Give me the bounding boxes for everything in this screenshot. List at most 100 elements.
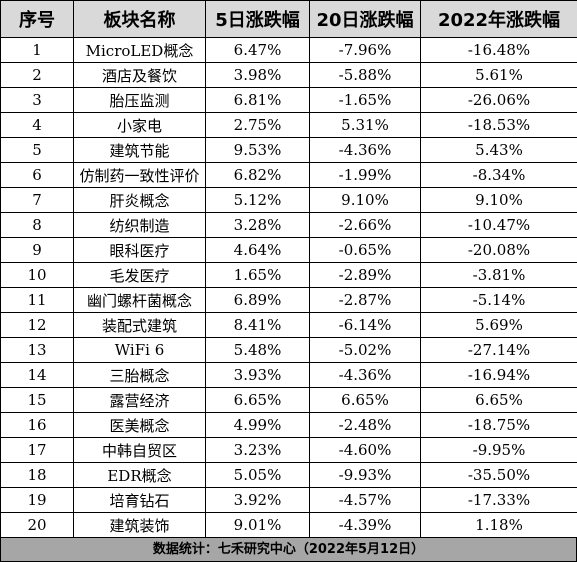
cell-sector-name: WiFi 6 (73, 337, 206, 363)
cell-20day-change: -4.60% (309, 437, 421, 463)
cell-2022-change: -27.14% (420, 337, 577, 363)
cell-no: 2 (0, 62, 74, 88)
table-row: 8 纺织制造 3.28% -2.66% -10.47% (0, 212, 577, 238)
cell-2022-change: -17.33% (420, 487, 577, 513)
cell-20day-change: -2.66% (309, 212, 421, 238)
cell-2022-change: 5.61% (420, 62, 577, 88)
table-row: 5 建筑节能 9.53% -4.36% 5.43% (0, 137, 577, 163)
cell-5day-change: 6.81% (205, 87, 310, 113)
table-row: 1 MicroLED概念 6.47% -7.96% -16.48% (0, 37, 577, 63)
cell-sector-name: EDR概念 (73, 462, 206, 488)
cell-2022-change: -18.75% (420, 412, 577, 438)
cell-sector-name: 胎压监测 (73, 87, 206, 113)
cell-no: 20 (0, 512, 74, 538)
cell-2022-change: -9.95% (420, 437, 577, 463)
cell-5day-change: 6.47% (205, 37, 310, 63)
cell-2022-change: -8.34% (420, 162, 577, 188)
table-row: 7 肝炎概念 5.12% 9.10% 9.10% (0, 187, 577, 213)
cell-2022-change: -26.06% (420, 87, 577, 113)
header-no: 序号 (0, 0, 74, 38)
cell-sector-name: 建筑节能 (73, 137, 206, 163)
cell-5day-change: 3.23% (205, 437, 310, 463)
cell-2022-change: -20.08% (420, 237, 577, 263)
table-body: 1 MicroLED概念 6.47% -7.96% -16.48% 2 酒店及餐饮 3.98%… (0, 37, 577, 538)
cell-no: 10 (0, 262, 74, 288)
cell-2022-change: 5.43% (420, 137, 577, 163)
cell-2022-change: -10.47% (420, 212, 577, 238)
cell-no: 3 (0, 87, 74, 113)
cell-no: 13 (0, 337, 74, 363)
cell-no: 15 (0, 387, 74, 413)
cell-no: 7 (0, 187, 74, 213)
cell-20day-change: -4.36% (309, 137, 421, 163)
cell-no: 8 (0, 212, 74, 238)
table-row: 18 EDR概念 5.05% -9.93% -35.50% (0, 462, 577, 488)
header-20day-change: 20日涨跌幅 (309, 0, 421, 38)
cell-no: 6 (0, 162, 74, 188)
table-row: 12 装配式建筑 8.41% -6.14% 5.69% (0, 312, 577, 338)
cell-sector-name: 装配式建筑 (73, 312, 206, 338)
cell-2022-change: -3.81% (420, 262, 577, 288)
cell-sector-name: 毛发医疗 (73, 262, 206, 288)
table-row: 6 仿制药一致性评价 6.82% -1.99% -8.34% (0, 162, 577, 188)
cell-sector-name: 医美概念 (73, 412, 206, 438)
table-row: 14 三胎概念 3.93% -4.36% -16.94% (0, 362, 577, 388)
cell-sector-name: 中韩自贸区 (73, 437, 206, 463)
cell-no: 9 (0, 237, 74, 263)
cell-2022-change: -16.48% (420, 37, 577, 63)
cell-sector-name: 建筑装饰 (73, 512, 206, 538)
cell-5day-change: 3.98% (205, 62, 310, 88)
cell-20day-change: -2.87% (309, 287, 421, 313)
cell-20day-change: -2.89% (309, 262, 421, 288)
table-row: 11 幽门螺杆菌概念 6.89% -2.87% -5.14% (0, 287, 577, 313)
header-sector-name: 板块名称 (73, 0, 206, 38)
cell-2022-change: -35.50% (420, 462, 577, 488)
cell-2022-change: 6.65% (420, 387, 577, 413)
cell-20day-change: -4.36% (309, 362, 421, 388)
cell-sector-name: 仿制药一致性评价 (73, 162, 206, 188)
cell-2022-change: -18.53% (420, 112, 577, 138)
cell-20day-change: -0.65% (309, 237, 421, 263)
table-row: 2 酒店及餐饮 3.98% -5.88% 5.61% (0, 62, 577, 88)
cell-5day-change: 9.53% (205, 137, 310, 163)
cell-5day-change: 6.89% (205, 287, 310, 313)
cell-no: 11 (0, 287, 74, 313)
header-row: 序号 板块名称 5日涨跌幅 20日涨跌幅 2022年涨跌幅 (0, 0, 577, 38)
cell-20day-change: -1.99% (309, 162, 421, 188)
table-row: 3 胎压监测 6.81% -1.65% -26.06% (0, 87, 577, 113)
cell-no: 4 (0, 112, 74, 138)
cell-5day-change: 6.65% (205, 387, 310, 413)
cell-no: 1 (0, 37, 74, 63)
cell-5day-change: 4.99% (205, 412, 310, 438)
data-source-footer: 数据统计：七禾研究中心（2022年5月12日） (0, 537, 577, 562)
cell-20day-change: -1.65% (309, 87, 421, 113)
table-row: 20 建筑装饰 9.01% -4.39% 1.18% (0, 512, 577, 538)
table-row: 4 小家电 2.75% 5.31% -18.53% (0, 112, 577, 138)
cell-20day-change: -6.14% (309, 312, 421, 338)
cell-no: 14 (0, 362, 74, 388)
cell-5day-change: 5.05% (205, 462, 310, 488)
cell-5day-change: 9.01% (205, 512, 310, 538)
cell-20day-change: -7.96% (309, 37, 421, 63)
cell-20day-change: 9.10% (309, 187, 421, 213)
cell-5day-change: 3.28% (205, 212, 310, 238)
cell-no: 19 (0, 487, 74, 513)
header-5day-change: 5日涨跌幅 (205, 0, 310, 38)
table-row: 9 眼科医疗 4.64% -0.65% -20.08% (0, 237, 577, 263)
cell-sector-name: 眼科医疗 (73, 237, 206, 263)
cell-no: 16 (0, 412, 74, 438)
cell-20day-change: 5.31% (309, 112, 421, 138)
cell-5day-change: 4.64% (205, 237, 310, 263)
cell-sector-name: 培育钻石 (73, 487, 206, 513)
cell-20day-change: -5.02% (309, 337, 421, 363)
cell-sector-name: 幽门螺杆菌概念 (73, 287, 206, 313)
cell-2022-change: 9.10% (420, 187, 577, 213)
cell-5day-change: 5.48% (205, 337, 310, 363)
table-row: 13 WiFi 6 5.48% -5.02% -27.14% (0, 337, 577, 363)
cell-5day-change: 3.92% (205, 487, 310, 513)
cell-no: 12 (0, 312, 74, 338)
cell-20day-change: -5.88% (309, 62, 421, 88)
cell-2022-change: -16.94% (420, 362, 577, 388)
cell-20day-change: -9.93% (309, 462, 421, 488)
